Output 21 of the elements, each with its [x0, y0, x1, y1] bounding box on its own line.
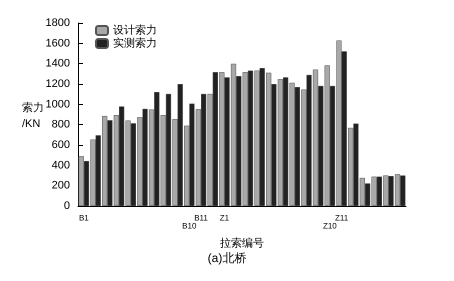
y-tick-label: 1200	[46, 78, 70, 90]
y-tick-label: 400	[52, 159, 70, 172]
y-tick-label: 1400	[46, 58, 70, 70]
y-axis-title: 索力 /KN	[22, 101, 44, 130]
x-tick-label: B10	[182, 222, 197, 230]
y-tick-label: 1800	[46, 17, 70, 29]
y-tick-label: 800	[52, 118, 70, 131]
y-tick-label: 1000	[46, 98, 70, 110]
legend-label: 实测索力	[113, 36, 157, 50]
x-axis-title: 拉索编号	[220, 236, 264, 250]
x-tick-label: Z1	[220, 214, 230, 222]
legend-label: 设计索力	[113, 24, 157, 36]
x-tick-label: Z11	[334, 214, 349, 222]
y-tick-label: 600	[52, 139, 70, 151]
y-tick-label: 1600	[46, 37, 70, 50]
x-tick-label: Z10	[322, 222, 338, 230]
y-tick-label: 200	[52, 180, 70, 192]
x-tick-label: B11	[194, 214, 208, 222]
x-tick-label: B1	[78, 214, 90, 222]
text: (a)北桥	[208, 251, 246, 265]
y-tick-label: 0	[64, 200, 70, 212]
